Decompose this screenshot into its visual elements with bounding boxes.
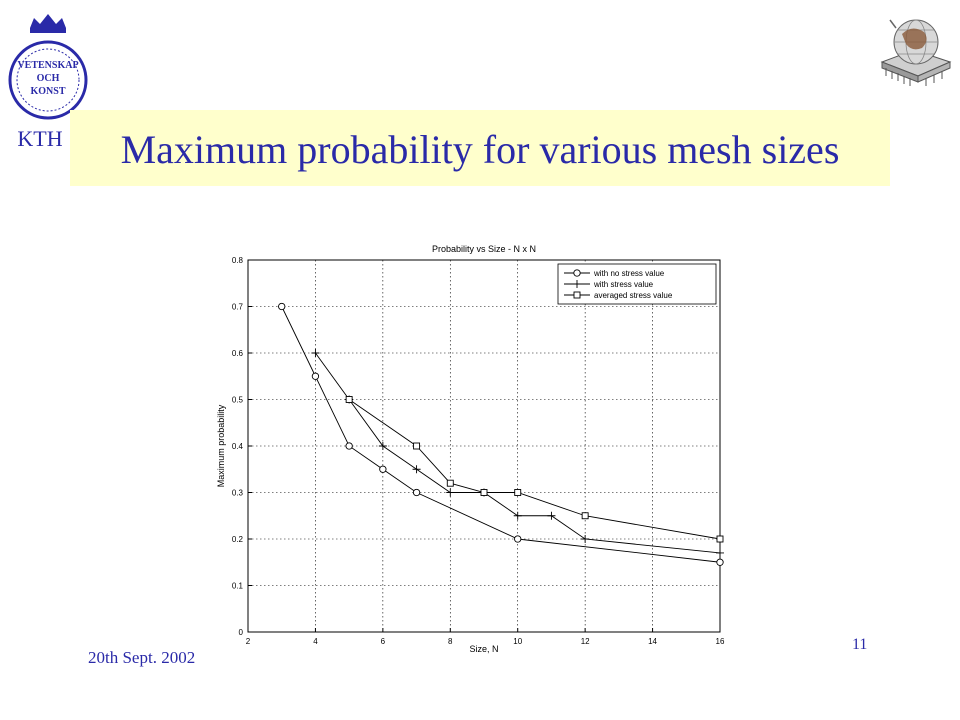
data-point	[514, 535, 522, 543]
data-point	[278, 302, 286, 311]
legend-label: with stress value	[593, 280, 654, 289]
title-band	[70, 110, 890, 186]
data-point	[513, 511, 522, 520]
data-point	[311, 372, 320, 380]
y-axis: 0 0.1 0.2 0.3 0.4 0.5 0.6 0.7 0.8	[232, 256, 252, 637]
data-point	[716, 548, 724, 557]
chart-legend: with no stress value with stress value ave…	[557, 263, 717, 305]
y-tick-label: 0.8	[232, 256, 244, 265]
data-point	[378, 442, 387, 450]
data-point	[412, 488, 421, 497]
data-point	[379, 465, 387, 473]
page-title: Maximum probability for various mesh siz…	[120, 127, 840, 172]
logo-text-line: OCH	[37, 73, 60, 84]
data-point	[345, 442, 353, 450]
data-point	[345, 396, 353, 403]
data-point	[716, 558, 724, 566]
logo-text-line: KONST	[30, 86, 65, 97]
x-tick-label: 14	[648, 637, 657, 646]
x-tick-label: 12	[581, 637, 590, 646]
data-point	[413, 442, 421, 450]
y-tick-label: 0	[239, 628, 244, 637]
data-point	[514, 489, 522, 496]
chip-globe-logo	[880, 19, 952, 86]
y-tick-label: 0.5	[232, 396, 244, 405]
chart-title: Probability vs Size - N x N	[432, 244, 536, 254]
crown-icon	[30, 14, 66, 33]
legend-marker	[573, 269, 581, 277]
data-point	[581, 512, 589, 520]
y-tick-label: 0.7	[232, 303, 244, 312]
y-tick-label: 0.1	[232, 582, 244, 591]
legend-label: averaged stress value	[594, 291, 673, 300]
globe-icon	[889, 19, 939, 65]
y-tick-label: 0.4	[232, 442, 244, 451]
series-2	[345, 396, 724, 543]
y-tick-label: 0.2	[232, 535, 244, 544]
x-tick-label: 2	[246, 637, 251, 646]
data-point	[446, 488, 455, 497]
x-tick-label: 10	[513, 637, 522, 646]
page-number: 11	[852, 636, 868, 653]
data-point	[547, 511, 556, 520]
series-0	[278, 302, 724, 566]
data-point	[412, 465, 421, 474]
logo-kth-text: KTH	[17, 126, 62, 151]
data-point	[716, 535, 724, 543]
chart-series	[278, 302, 724, 566]
x-tick-label: 4	[313, 637, 318, 646]
legend-marker	[573, 291, 581, 299]
legend-marker	[573, 280, 581, 288]
legend-label: with no stress value	[593, 269, 665, 278]
series-line	[315, 352, 721, 554]
y-axis-label: Maximum probability	[216, 404, 226, 487]
data-point	[480, 489, 488, 496]
series-line	[348, 399, 721, 540]
chart: Probability vs Size - N x N 2 4 6 8 10 12 14 16…	[216, 244, 725, 654]
kth-logo: VETENSKAP OCH KONST KTH	[8, 14, 88, 151]
chart-grid	[248, 260, 720, 632]
x-tick-label: 16	[716, 637, 725, 646]
x-axis-label: Size, N	[469, 644, 498, 654]
data-point	[446, 479, 454, 487]
x-axis: 2 4 6 8 10 12 14 16	[246, 628, 725, 646]
footer-date: 20th Sept. 2002	[88, 648, 196, 667]
data-point	[311, 349, 320, 357]
x-tick-label: 6	[381, 637, 386, 646]
x-tick-label: 8	[448, 637, 453, 646]
series-line	[281, 306, 721, 563]
data-point	[581, 535, 590, 543]
y-tick-label: 0.3	[232, 489, 244, 498]
seal-ring	[8, 40, 88, 120]
logo-text-line: VETENSKAP	[17, 60, 78, 71]
y-tick-label: 0.6	[232, 349, 244, 358]
